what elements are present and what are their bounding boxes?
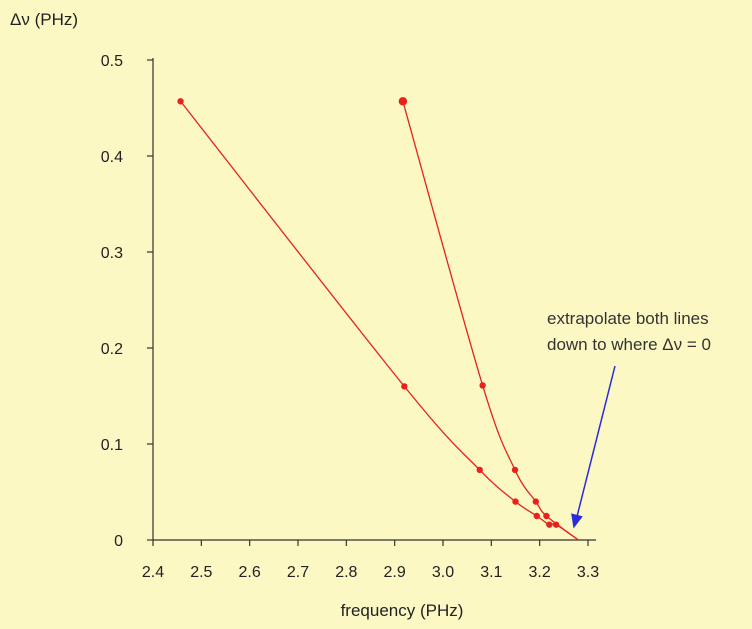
x-tick-label: 3.3 <box>577 564 599 581</box>
series-2-point <box>543 512 550 520</box>
series-2-point <box>511 466 519 474</box>
y-tick-label: 0 <box>114 533 123 550</box>
series-1-line <box>180 100 579 541</box>
series-1-point <box>533 512 540 520</box>
series-1-point <box>401 383 408 390</box>
x-axis-title: frequency (PHz) <box>341 601 464 620</box>
x-tick-label: 2.4 <box>142 564 164 581</box>
series-layer <box>177 97 579 541</box>
annotation-arrow-line <box>575 365 616 519</box>
x-tick-label: 2.5 <box>190 564 212 581</box>
y-axis-title: Δν (PHz) <box>10 10 78 29</box>
x-tick-label: 2.6 <box>239 564 261 581</box>
series-2-point <box>398 97 408 106</box>
x-tick-label: 3.0 <box>432 564 454 581</box>
y-tick-label: 0.5 <box>101 53 123 70</box>
x-ticks: 2.4 2.5 2.6 2.7 2.8 2.9 3.0 3.1 3.2 3.3 <box>142 540 599 581</box>
series-1-point <box>476 466 483 474</box>
axes <box>152 58 596 541</box>
y-tick-label: 0.4 <box>101 149 123 166</box>
y-tick-label: 0.1 <box>101 437 123 454</box>
y-tick-label: 0.2 <box>101 341 123 358</box>
series-1-point <box>546 521 553 528</box>
x-tick-label: 2.7 <box>287 564 309 581</box>
annotation-arrow-head <box>571 513 583 529</box>
annotation-line-2: down to where Δν = 0 <box>547 335 711 354</box>
series-1-point <box>512 498 519 505</box>
x-tick-label: 3.2 <box>529 564 551 581</box>
x-tick-label: 3.1 <box>480 564 502 581</box>
x-tick-label: 2.8 <box>335 564 357 581</box>
series-2-point <box>532 498 539 505</box>
y-tick-label: 0.3 <box>101 245 123 262</box>
x-tick-label: 2.9 <box>384 564 406 581</box>
series-1-point <box>177 98 184 105</box>
y-ticks: 0 0.1 0.2 0.3 0.4 0.5 <box>101 53 153 550</box>
annotation-line-1: extrapolate both lines <box>547 309 709 328</box>
annotation: extrapolate both lines down to where Δν … <box>547 309 711 529</box>
series-2-point <box>479 382 486 389</box>
